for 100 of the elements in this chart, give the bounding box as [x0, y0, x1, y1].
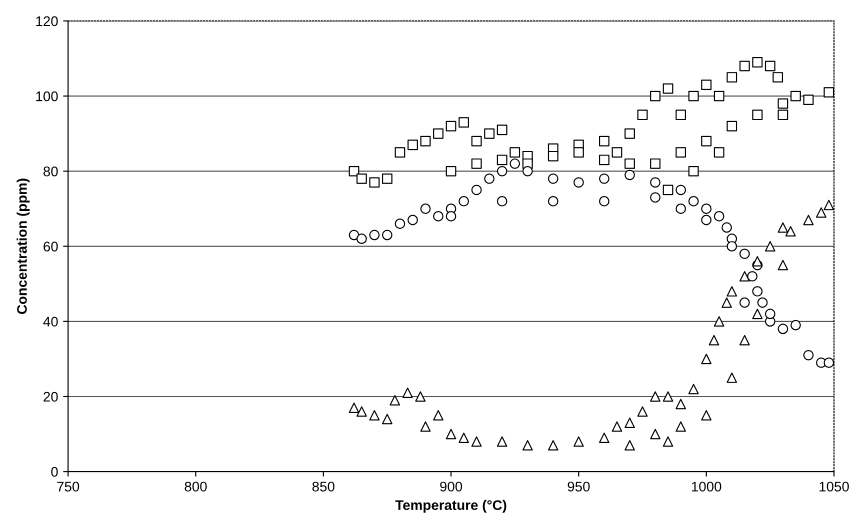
point	[446, 428, 456, 440]
point	[752, 57, 763, 68]
point	[548, 173, 558, 184]
point	[433, 128, 444, 139]
point	[510, 158, 520, 169]
point	[790, 320, 801, 330]
point	[778, 222, 788, 233]
point	[573, 147, 584, 158]
point	[726, 72, 738, 83]
point	[714, 211, 724, 222]
y-tick-label: 60	[44, 242, 58, 252]
point	[785, 226, 796, 236]
x-tick-label: 1050	[820, 482, 849, 492]
point	[433, 410, 444, 420]
point	[726, 286, 738, 297]
point	[471, 436, 482, 447]
point	[458, 196, 470, 206]
point	[824, 87, 834, 98]
point	[824, 200, 834, 210]
point	[701, 214, 712, 226]
point	[522, 166, 533, 176]
point	[772, 72, 784, 83]
point	[650, 428, 660, 440]
point	[650, 192, 660, 203]
y-tick-label: 0	[51, 466, 58, 477]
point	[816, 207, 826, 218]
point	[714, 147, 724, 158]
y-tick-label: 100	[36, 91, 58, 102]
y-tick-label: 40	[43, 316, 58, 327]
y-tick-label: 20	[44, 392, 58, 402]
point	[408, 140, 418, 150]
point	[739, 271, 750, 282]
point	[573, 436, 584, 447]
x-tick-label: 950	[568, 482, 590, 492]
point	[726, 120, 738, 132]
point	[484, 173, 495, 184]
point	[701, 410, 712, 420]
point	[420, 136, 431, 146]
point	[369, 230, 380, 240]
point	[598, 432, 610, 444]
point	[548, 196, 558, 206]
point	[688, 90, 699, 102]
point	[458, 432, 470, 444]
point	[650, 158, 660, 169]
point	[624, 170, 635, 180]
point	[739, 60, 750, 72]
point	[676, 398, 686, 410]
point	[402, 388, 413, 398]
point	[548, 150, 558, 162]
point	[714, 316, 724, 327]
point	[752, 286, 763, 297]
point	[650, 90, 660, 102]
point	[739, 334, 750, 346]
x-tick-label: 850	[312, 482, 334, 492]
point	[598, 136, 610, 146]
point	[348, 166, 360, 176]
point	[369, 177, 380, 188]
point	[722, 222, 732, 233]
point	[662, 83, 674, 94]
point	[752, 308, 763, 320]
point	[496, 124, 508, 136]
point	[471, 136, 482, 146]
point	[722, 297, 732, 308]
point	[662, 184, 674, 196]
point	[382, 414, 392, 424]
point	[598, 196, 610, 206]
point	[662, 436, 674, 447]
point	[726, 241, 738, 252]
point	[824, 357, 834, 368]
point	[764, 60, 776, 72]
point	[676, 421, 686, 432]
point	[433, 211, 444, 222]
point	[688, 384, 699, 394]
point	[676, 204, 686, 214]
point	[446, 120, 456, 132]
point	[348, 402, 360, 413]
point	[496, 154, 508, 166]
point	[676, 184, 686, 196]
x-tick-label: 750	[57, 482, 80, 492]
point	[522, 440, 533, 451]
point	[739, 297, 750, 308]
x-tick-label: 900	[440, 482, 462, 492]
point	[688, 166, 699, 176]
point	[757, 297, 768, 308]
point	[496, 196, 508, 206]
point	[726, 372, 738, 383]
point	[356, 234, 367, 244]
point	[803, 214, 814, 226]
point	[624, 158, 635, 169]
point	[747, 271, 758, 282]
point	[650, 391, 660, 402]
point	[701, 204, 712, 214]
point	[714, 90, 724, 102]
point	[598, 173, 610, 184]
point	[548, 440, 558, 451]
point	[637, 110, 648, 120]
point	[446, 166, 456, 176]
point	[624, 418, 635, 428]
point	[778, 110, 788, 120]
point	[394, 147, 406, 158]
